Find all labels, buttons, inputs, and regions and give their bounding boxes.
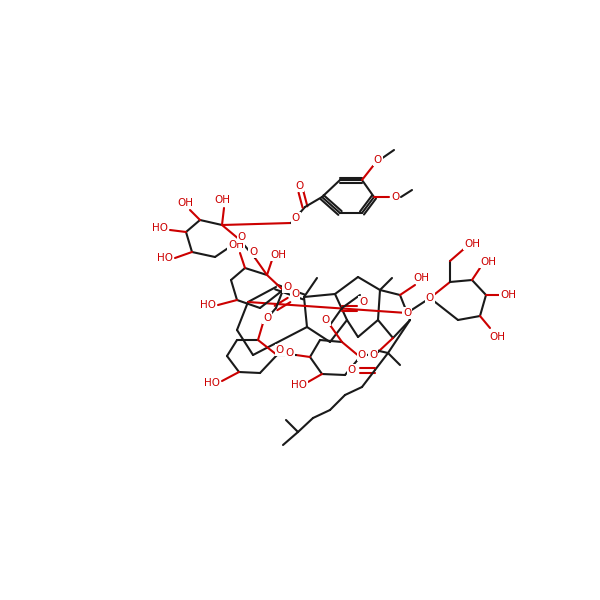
Text: O: O (358, 350, 366, 360)
Text: O: O (426, 293, 434, 303)
Text: HO: HO (157, 253, 173, 263)
Text: OH: OH (228, 240, 244, 250)
Text: OH: OH (214, 195, 230, 205)
Text: HO: HO (200, 300, 216, 310)
Text: O: O (291, 289, 299, 299)
Text: OH: OH (489, 332, 505, 342)
Text: O: O (322, 315, 330, 325)
Text: HO: HO (204, 378, 220, 388)
Text: O: O (286, 348, 294, 358)
Text: OH: OH (480, 257, 496, 267)
Text: OH: OH (270, 250, 286, 260)
Text: O: O (374, 155, 382, 165)
Text: OH: OH (177, 198, 193, 208)
Text: O: O (283, 282, 291, 292)
Text: O: O (292, 213, 300, 223)
Text: O: O (238, 232, 246, 242)
Text: HO: HO (291, 380, 307, 390)
Text: O: O (391, 192, 399, 202)
Text: O: O (249, 247, 257, 257)
Text: O: O (403, 308, 411, 318)
Text: O: O (263, 313, 271, 323)
Text: O: O (348, 365, 356, 375)
Text: O: O (369, 350, 377, 360)
Text: OH: OH (500, 290, 516, 300)
Text: O: O (295, 181, 303, 191)
Text: OH: OH (464, 239, 480, 249)
Text: O: O (276, 345, 284, 355)
Text: HO: HO (152, 223, 168, 233)
Text: OH: OH (413, 273, 429, 283)
Text: O: O (359, 297, 367, 307)
